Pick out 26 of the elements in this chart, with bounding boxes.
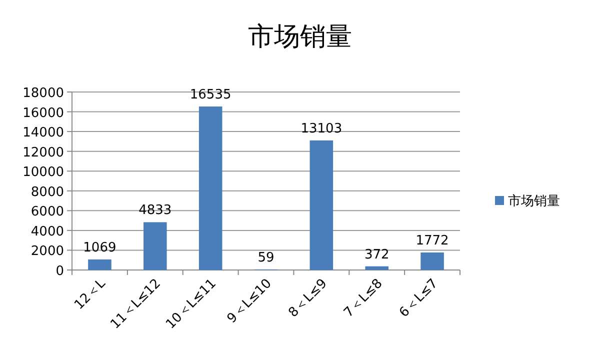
data-label: 1069 bbox=[83, 240, 116, 256]
data-label: 1772 bbox=[416, 233, 449, 248]
y-tick-label: 12000 bbox=[22, 145, 64, 160]
data-label: 13103 bbox=[300, 121, 342, 136]
data-label: 4833 bbox=[138, 203, 172, 218]
chart-title: 市场销量 bbox=[248, 22, 352, 52]
y-tick-label: 18000 bbox=[22, 86, 64, 101]
x-tick-label: 12＜L bbox=[72, 276, 110, 313]
bar bbox=[144, 222, 167, 270]
data-label: 372 bbox=[364, 247, 390, 262]
y-tick-label: 6000 bbox=[30, 204, 64, 220]
legend-label: 市场销量 bbox=[508, 194, 560, 209]
y-tick-label: 10000 bbox=[22, 165, 64, 180]
y-tick-label: 14000 bbox=[22, 126, 64, 141]
data-label: 59 bbox=[258, 250, 274, 266]
y-tick-label: 4000 bbox=[30, 224, 64, 240]
y-tick-label: 2000 bbox=[30, 244, 64, 260]
y-tick-label: 16000 bbox=[22, 106, 64, 121]
bar bbox=[88, 259, 112, 270]
y-tick-label: 8000 bbox=[30, 184, 64, 200]
bar bbox=[310, 140, 334, 270]
bar bbox=[420, 252, 444, 270]
bar bbox=[198, 106, 222, 270]
y-tick-label: 0 bbox=[56, 264, 64, 279]
data-label: 16535 bbox=[190, 87, 232, 102]
bar bbox=[365, 266, 388, 270]
